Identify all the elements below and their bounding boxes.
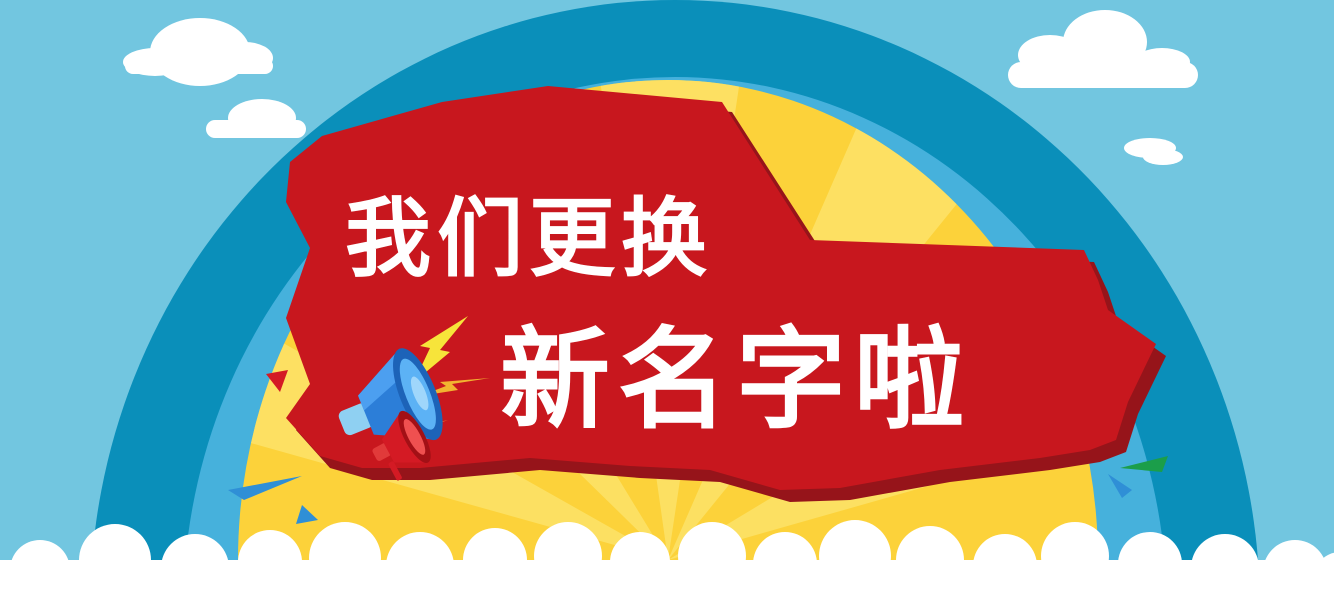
- confetti: [228, 370, 1168, 524]
- cloud: [206, 99, 306, 138]
- megaphone-icon: [338, 348, 443, 441]
- sky-clouds: [123, 10, 1198, 165]
- headline-line-1: 我们更换: [345, 189, 713, 289]
- title-banner: [286, 86, 1166, 502]
- cloud: [1124, 138, 1183, 165]
- megaphone-icon: [372, 410, 431, 481]
- cloud: [1008, 10, 1198, 88]
- cloud: [123, 18, 273, 86]
- ground-clouds: [0, 520, 1334, 610]
- headline-line-2: 新名字啦: [500, 316, 972, 444]
